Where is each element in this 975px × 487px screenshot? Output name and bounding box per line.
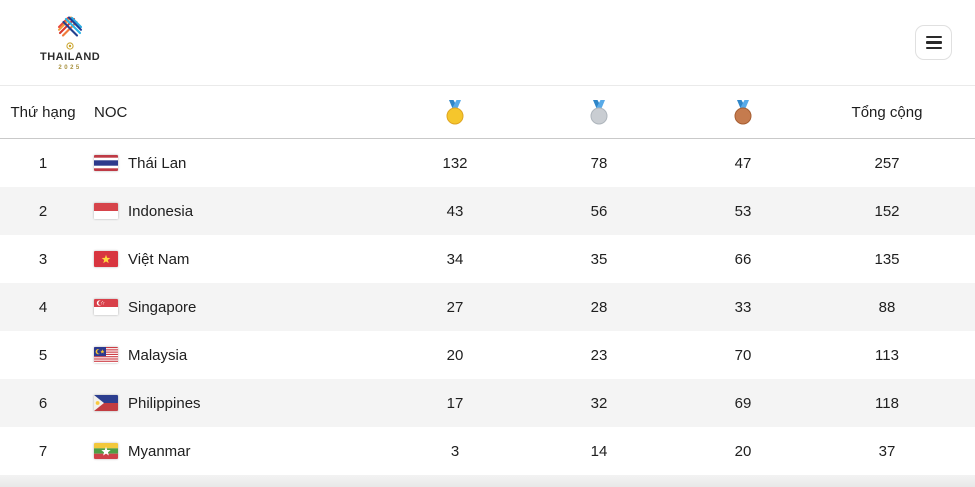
bronze-count-cell: 33 (734, 298, 752, 316)
rank-cell: 7 (38, 442, 48, 460)
medal-table-row: 3 Việt Nam 34 35 66 135 (0, 235, 975, 283)
total-count-cell: 135 (874, 250, 900, 268)
medal-table-section: Thứ hạng NOC Tổng cộng 1 Thái Lan 132 78 47 2… (0, 85, 975, 487)
bronze-count-cell: 20 (734, 442, 752, 460)
column-header-noc: NOC (86, 85, 383, 139)
bronze-count-cell: 47 (734, 154, 752, 172)
rank-cell: 3 (38, 250, 48, 268)
noc-cell: Indonesia (86, 187, 383, 235)
hamburger-menu-icon (925, 35, 942, 50)
bronze-count-cell: 69 (734, 394, 752, 412)
silver-count-cell: 32 (590, 394, 608, 412)
noc-name: Myanmar (128, 442, 191, 460)
flag-icon-th (94, 155, 118, 171)
noc-cell: Philippines (86, 379, 383, 427)
top-navbar: THAILAND 2025 (0, 0, 975, 85)
gold-count-cell: 3 (450, 442, 460, 460)
flag-icon-mm (94, 443, 118, 459)
noc-name: Philippines (128, 394, 201, 412)
column-header-gold (383, 85, 527, 139)
total-count-cell: 113 (875, 346, 899, 364)
bronze-count-cell: 66 (734, 250, 752, 268)
rank-cell: 4 (38, 298, 48, 316)
noc-cell: Việt Nam (86, 235, 383, 283)
medal-table-row: 6 Philippines 17 32 69 118 (0, 379, 975, 427)
gold-count-cell: 43 (446, 202, 464, 220)
rank-cell: 5 (38, 346, 48, 364)
gold-count-cell: 27 (446, 298, 464, 316)
noc-cell: Thái Lan (86, 139, 383, 188)
logo[interactable]: THAILAND 2025 (40, 15, 100, 71)
silver-count-cell: 28 (590, 298, 608, 316)
total-count-cell: 118 (875, 394, 899, 412)
medal-table-row: 4 Singapore 27 28 33 88 (0, 283, 975, 331)
column-header-rank: Thứ hạng (0, 85, 86, 139)
flag-icon-ph (94, 395, 118, 411)
medal-table-header-row: Thứ hạng NOC Tổng cộng (0, 85, 975, 139)
medal-table: Thứ hạng NOC Tổng cộng 1 Thái Lan 132 78 47 2… (0, 85, 975, 475)
noc-name: Singapore (128, 298, 197, 316)
column-header-silver (527, 85, 671, 139)
bronze-medal-icon (732, 99, 754, 125)
flag-icon-my (94, 347, 118, 363)
flag-icon-sg (94, 299, 118, 315)
gold-count-cell: 34 (446, 250, 464, 268)
noc-name: Việt Nam (128, 250, 190, 268)
sea-games-emblem-icon (53, 15, 87, 51)
noc-cell: Singapore (86, 283, 383, 331)
gold-count-cell: 132 (442, 154, 468, 172)
total-count-cell: 88 (878, 298, 896, 316)
flag-icon-vn (94, 251, 118, 267)
total-count-cell: 257 (874, 154, 900, 172)
bronze-count-cell: 53 (734, 202, 752, 220)
noc-name: Indonesia (128, 202, 194, 220)
silver-count-cell: 35 (590, 250, 608, 268)
flag-icon-id (94, 203, 118, 219)
noc-cell: Myanmar (86, 427, 383, 475)
rank-cell: 2 (38, 202, 48, 220)
noc-cell: Malaysia (86, 331, 383, 379)
silver-count-cell: 23 (590, 346, 608, 364)
noc-name: Malaysia (128, 346, 188, 364)
rank-cell: 1 (38, 154, 48, 172)
column-header-bronze (671, 85, 815, 139)
partial-next-row (0, 475, 975, 487)
rank-cell: 6 (38, 394, 48, 412)
logo-country-text: THAILAND (40, 50, 101, 63)
gold-medal-icon (444, 99, 466, 125)
medal-table-row: 2 Indonesia 43 56 53 152 (0, 187, 975, 235)
silver-count-cell: 14 (590, 442, 608, 460)
total-count-cell: 152 (874, 202, 900, 220)
menu-button[interactable] (915, 25, 952, 60)
gold-count-cell: 17 (446, 394, 464, 412)
gold-count-cell: 20 (446, 346, 464, 364)
silver-count-cell: 78 (590, 154, 608, 172)
medal-table-row: 1 Thái Lan 132 78 47 257 (0, 139, 975, 188)
silver-medal-icon (588, 99, 610, 125)
medal-table-row: 7 Myanmar 3 14 20 37 (0, 427, 975, 475)
medal-table-row: 5 Malaysia 20 23 70 113 (0, 331, 975, 379)
silver-count-cell: 56 (590, 202, 608, 220)
logo-year-text: 2025 (58, 64, 82, 71)
noc-name: Thái Lan (128, 154, 187, 172)
total-count-cell: 37 (878, 442, 896, 460)
column-header-total: Tổng cộng (815, 85, 975, 139)
bronze-count-cell: 70 (734, 346, 752, 364)
